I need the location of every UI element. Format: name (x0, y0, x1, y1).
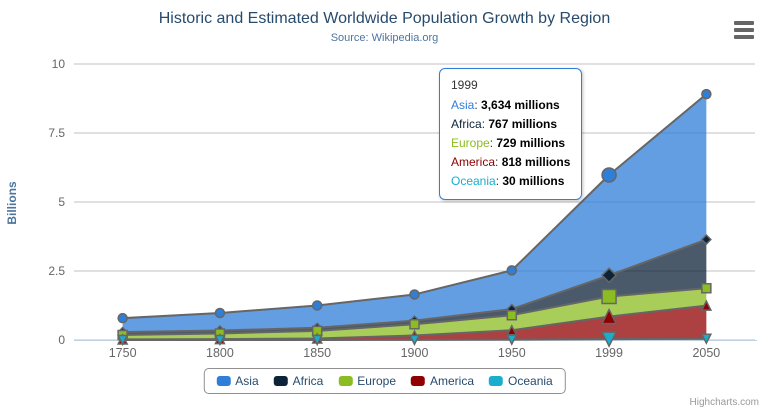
legend-item-europe[interactable]: Europe (338, 374, 396, 388)
tooltip-row: Oceania: 30 millions (451, 174, 565, 188)
tooltip-series-name: Africa (451, 117, 482, 131)
tooltip-rows: Asia: 3,634 millions Africa: 767 millions… (451, 96, 570, 191)
square-marker-europe[interactable] (601, 288, 617, 305)
legend-symbol (216, 376, 231, 386)
y-axis-tick-label: 10 (52, 57, 66, 71)
x-axis-tick-label: 1800 (206, 346, 234, 360)
tooltip-series-value: 3,634 millions (481, 98, 560, 112)
y-axis-tick-label: 5 (58, 195, 65, 209)
triangle-down-marker-oceania[interactable] (700, 333, 713, 345)
triangle-down-marker-oceania[interactable] (600, 331, 618, 348)
legend-symbol (489, 376, 504, 386)
triangle-down-marker-oceania[interactable] (408, 334, 421, 347)
tooltip-row: Asia: 3,634 millions (451, 98, 560, 112)
tooltip: 1999 Asia: 3,634 millions Africa: 767 mil… (439, 68, 583, 200)
x-axis-tick-label: 1950 (498, 346, 526, 360)
legend-label: Asia (235, 374, 259, 388)
circle-marker-asia[interactable] (311, 300, 323, 311)
export-menu-button[interactable] (734, 21, 756, 39)
area-america[interactable] (122, 305, 707, 340)
y-axis-tick-label: 7.5 (48, 126, 65, 140)
credits-link[interactable]: Highcharts.com (689, 397, 759, 408)
chart-subtitle: Source: Wikipedia.org (330, 32, 439, 44)
y-axis-tick-label: 2.5 (48, 264, 65, 278)
circle-marker-asia[interactable] (601, 167, 617, 183)
diamond-marker-africa[interactable] (700, 233, 712, 246)
triangle-down-marker-oceania[interactable] (506, 334, 518, 346)
triangle-down-marker-oceania[interactable] (311, 334, 323, 347)
legend-item-oceania[interactable]: Oceania (489, 374, 553, 388)
legend-label: Oceania (508, 374, 553, 388)
triangle-up-marker-america[interactable] (600, 307, 618, 325)
x-axis-tick-label: 1750 (109, 346, 137, 360)
area-asia[interactable] (122, 94, 707, 333)
x-axis-tick-label: 1850 (303, 346, 331, 360)
tooltip-row: Europe: 729 millions (451, 136, 566, 150)
triangle-up-marker-america[interactable] (700, 299, 713, 311)
tooltip-series-name: Oceania (451, 174, 496, 188)
legend-item-america[interactable]: America (411, 374, 474, 388)
x-axis-tick-label: 1900 (401, 346, 429, 360)
tooltip-series-name: Asia (451, 98, 475, 112)
tooltip-row: Africa: 767 millions (451, 117, 558, 131)
hamburger-icon (734, 21, 754, 25)
circle-marker-asia[interactable] (409, 289, 420, 300)
legend-label: Africa (292, 374, 324, 388)
circle-marker-asia[interactable] (214, 307, 226, 319)
legend-label: Europe (357, 374, 397, 388)
tooltip-series-value: 767 millions (488, 117, 558, 131)
diamond-marker-africa[interactable] (601, 267, 618, 284)
tooltip-header: 1999 (451, 78, 478, 92)
tooltip-series-name: Europe (451, 136, 490, 150)
tooltip-series-value: 818 millions (501, 155, 571, 169)
y-axis-title: Billions (5, 181, 19, 225)
area-africa[interactable] (122, 239, 707, 335)
circle-marker-asia[interactable] (117, 312, 128, 324)
triangle-down-marker-oceania[interactable] (214, 334, 226, 347)
legend-label: America (430, 374, 475, 388)
legend-item-africa[interactable]: Africa (273, 374, 324, 388)
tooltip-series-value: 729 millions (496, 136, 566, 150)
legend-symbol (273, 376, 288, 386)
circle-marker-asia[interactable] (701, 88, 712, 100)
tooltip-row: America: 818 millions (451, 155, 571, 169)
x-axis-tick-label: 2050 (692, 346, 720, 360)
legend-symbol (338, 376, 353, 386)
tooltip-series-value: 30 millions (502, 174, 565, 188)
x-axis-tick-label: 1999 (595, 346, 623, 360)
legend-item-asia[interactable]: Asia (216, 374, 259, 388)
triangle-down-marker-oceania[interactable] (116, 334, 129, 347)
square-marker-europe[interactable] (506, 309, 518, 321)
square-marker-europe[interactable] (701, 283, 712, 294)
legend-symbol (411, 376, 426, 386)
y-axis-tick-label: 0 (58, 333, 65, 347)
tooltip-series-name: America (451, 155, 496, 169)
circle-marker-asia[interactable] (506, 265, 518, 276)
chart-title: Historic and Estimated Worldwide Populat… (158, 10, 611, 27)
square-marker-europe[interactable] (409, 319, 420, 330)
legend: Asia Africa Europe America Oceania (203, 368, 566, 394)
